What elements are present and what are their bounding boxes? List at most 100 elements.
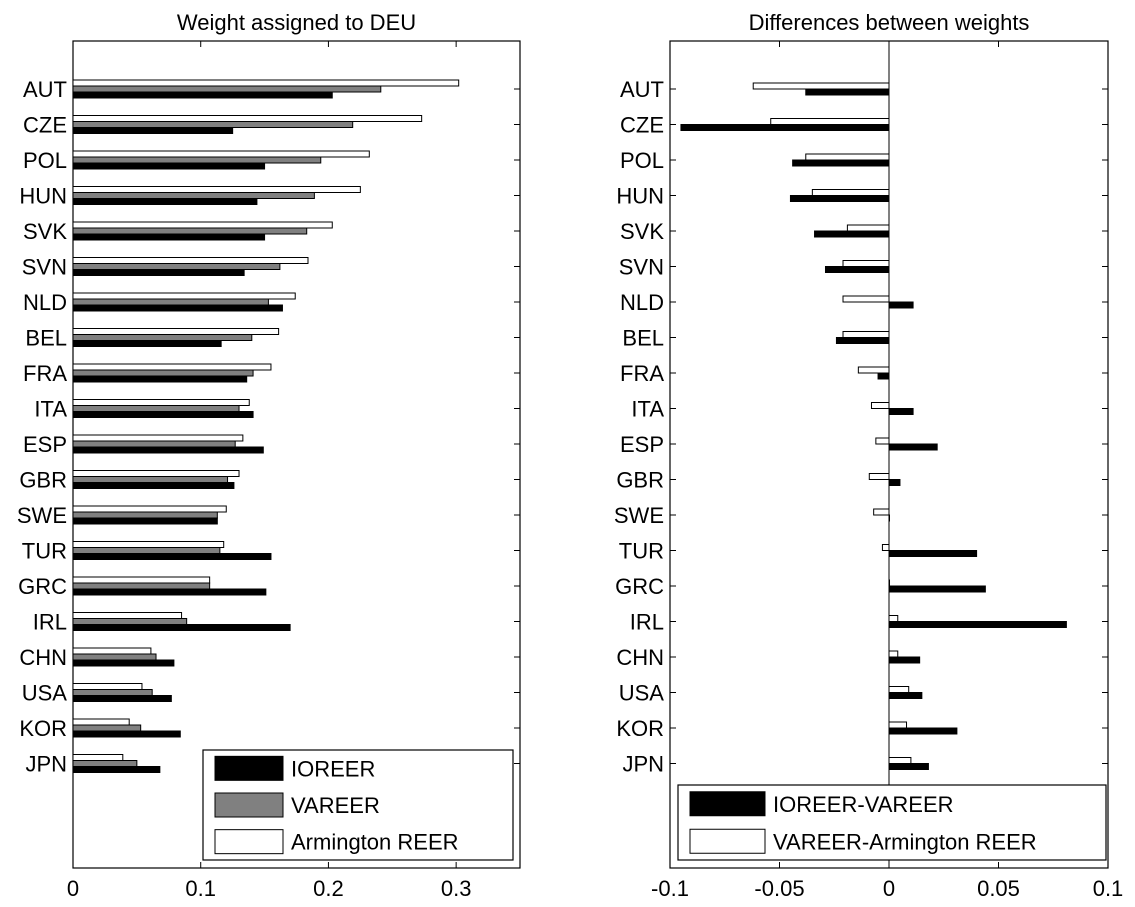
- y-tick-label-svn: SVN: [22, 255, 67, 280]
- bar-armington-reer-bel: [72, 328, 280, 335]
- x-tick-label: 0: [883, 876, 895, 901]
- bar-ioreer-irl: [72, 624, 291, 631]
- bar-vareer-armington-reer-esp: [875, 437, 890, 445]
- y-tick-label-tur: TUR: [22, 539, 67, 564]
- y-tick-label-grc: GRC: [615, 574, 664, 599]
- bar-vareer-armington-reer-svk: [846, 224, 890, 232]
- bar-vareer-tur: [72, 547, 221, 554]
- y-tick-label-bel: BEL: [622, 326, 664, 351]
- bar-armington-reer-cze: [72, 115, 423, 122]
- legend-label-armington-reer: Armington REER: [291, 830, 459, 855]
- bar-vareer-armington-reer-fra: [857, 366, 890, 374]
- y-tick-label-bel: BEL: [25, 326, 67, 351]
- bar-ioreer-vareer-kor: [888, 727, 958, 735]
- bar-ioreer-vareer-usa: [888, 692, 923, 699]
- x-tick-label: -0.05: [754, 876, 804, 901]
- legend-swatch-ioreer: [214, 755, 284, 781]
- bar-vareer-kor: [72, 724, 142, 732]
- y-tick-label-fra: FRA: [620, 361, 664, 386]
- y-tick-label-pol: POL: [620, 148, 664, 173]
- bar-ioreer-vareer-grc: [888, 585, 986, 593]
- y-tick-label-aut: AUT: [620, 77, 664, 102]
- bar-ioreer-hun: [72, 198, 258, 205]
- legend-swatch-vareer-armington-reer: [689, 828, 766, 854]
- bar-ioreer-vareer-jpn: [888, 763, 929, 770]
- y-tick-label-svn: SVN: [619, 255, 664, 280]
- bar-vareer-jpn: [72, 760, 138, 767]
- legend-swatch-vareer: [214, 792, 284, 818]
- y-tick-label-swe: SWE: [17, 503, 67, 528]
- bar-armington-reer-pol: [72, 150, 370, 158]
- bar-ioreer-usa: [72, 695, 172, 702]
- plot-frame: [72, 40, 521, 869]
- legend-swatch-ioreer-vareer: [689, 791, 766, 817]
- bar-ioreer-aut: [72, 91, 333, 99]
- bar-ioreer-tur: [72, 553, 272, 560]
- bar-ioreer-vareer-bel: [835, 337, 890, 344]
- bar-vareer-armington-reer-usa: [888, 686, 910, 693]
- y-tick-label-ita: ITA: [631, 397, 664, 422]
- bar-vareer-armington-reer-kor: [888, 721, 908, 729]
- y-tick-label-gbr: GBR: [19, 468, 67, 493]
- bar-ioreer-chn: [72, 659, 175, 667]
- y-tick-label-esp: ESP: [23, 432, 67, 457]
- x-tick-label: 0.05: [977, 876, 1020, 901]
- bar-ioreer-ita: [72, 411, 254, 418]
- bar-armington-reer-nld: [72, 292, 296, 300]
- bar-vareer-chn: [72, 653, 157, 661]
- y-tick-label-jpn: JPN: [622, 752, 664, 777]
- bar-ioreer-vareer-fra: [877, 372, 890, 380]
- legend-label-ioreer: IOREER: [291, 756, 375, 781]
- bar-vareer-usa: [72, 689, 153, 696]
- bar-vareer-armington-reer-hun: [811, 189, 890, 196]
- bar-ioreer-vareer-chn: [888, 656, 921, 664]
- bar-vareer-gbr: [72, 476, 229, 483]
- y-tick-label-svk: SVK: [23, 219, 67, 244]
- panel-weight-assigned-to-deu: Weight assigned to DEU 0 0.1 0.2 0.3 AUT CZE PO…: [17, 10, 521, 901]
- legend: IOREER VAREER Armington REER: [202, 749, 514, 861]
- bar-ioreer-vareer-cze: [680, 124, 890, 131]
- y-tick-label-fra: FRA: [23, 361, 67, 386]
- chart-title: Weight assigned to DEU: [177, 10, 416, 35]
- bar-ioreer-vareer-ita: [888, 408, 914, 415]
- bar-vareer-nld: [72, 298, 269, 306]
- bar-vareer-armington-reer-grc: [888, 579, 890, 587]
- bar-ioreer-vareer-pol: [792, 159, 890, 167]
- bar-armington-reer-gbr: [72, 470, 240, 477]
- y-tick-label-irl: IRL: [33, 610, 67, 635]
- bar-vareer-armington-reer-gbr: [868, 473, 890, 480]
- bar-vareer-pol: [72, 156, 322, 164]
- bar-vareer-swe: [72, 511, 218, 519]
- y-tick-label-chn: CHN: [616, 645, 664, 670]
- y-tick-label-hun: HUN: [19, 184, 67, 209]
- legend-label-vareer-armington-reer: VAREER-Armington REER: [773, 829, 1037, 854]
- bar-vareer-armington-reer-chn: [888, 650, 899, 658]
- y-tick-label-swe: SWE: [614, 503, 664, 528]
- y-tick-label-ita: ITA: [34, 397, 67, 422]
- y-tick-label-irl: IRL: [630, 610, 664, 635]
- bar-ioreer-svn: [72, 269, 245, 276]
- bar-ioreer-vareer-hun: [789, 195, 890, 202]
- bar-vareer-svn: [72, 263, 281, 270]
- bar-vareer-hun: [72, 192, 315, 199]
- bar-vareer-esp: [72, 440, 236, 448]
- y-tick-label-cze: CZE: [620, 113, 664, 138]
- y-tick-label-hun: HUN: [616, 184, 664, 209]
- bar-armington-reer-chn: [72, 647, 152, 655]
- legend-label-vareer: VAREER: [291, 793, 380, 818]
- bar-ioreer-cze: [72, 127, 234, 134]
- y-tick-label-kor: KOR: [616, 716, 664, 741]
- y-tick-label-pol: POL: [23, 148, 67, 173]
- bar-armington-reer-irl: [72, 612, 183, 619]
- bar-vareer-fra: [72, 369, 254, 377]
- bar-vareer-irl: [72, 618, 188, 625]
- bar-vareer-armington-reer-tur: [881, 544, 890, 551]
- bar-armington-reer-jpn: [72, 754, 124, 761]
- bar-vareer-armington-reer-pol: [805, 153, 890, 161]
- y-tick-label-grc: GRC: [18, 574, 67, 599]
- bar-vareer-armington-reer-swe: [873, 508, 890, 516]
- bar-armington-reer-usa: [72, 683, 143, 690]
- legend: IOREER-VAREER VAREER-Armington REER: [677, 784, 1107, 861]
- legend-label-ioreer-vareer: IOREER-VAREER: [773, 792, 954, 817]
